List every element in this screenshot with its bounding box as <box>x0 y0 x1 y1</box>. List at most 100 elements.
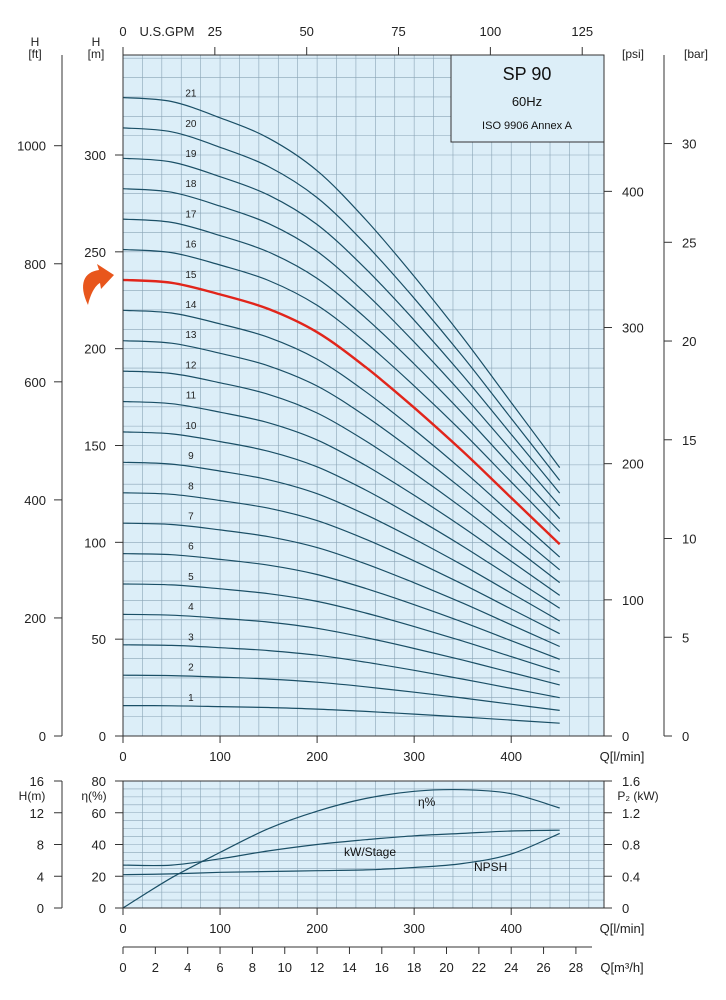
m-axis-tick-label: 250 <box>84 245 106 260</box>
stage-label-14: 14 <box>185 300 197 311</box>
head-curve-stage-11 <box>122 400 561 596</box>
head-curve-stage-2 <box>122 674 560 711</box>
stage-label-16: 16 <box>185 240 197 251</box>
power-axis-tick-label: 1.2 <box>622 806 640 821</box>
m3h-axis-tick-label: 10 <box>278 960 292 975</box>
bar-axis-tick-label: 30 <box>682 137 696 152</box>
m3h-axis-tick-label: 20 <box>439 960 453 975</box>
performance-curves <box>122 788 560 909</box>
m3h-axis-tick-label: 28 <box>569 960 583 975</box>
head-curve-stage-12 <box>122 370 561 584</box>
eff-axis-tick-label: 20 <box>92 869 106 884</box>
stage-label-4: 4 <box>188 602 194 613</box>
ft-axis-tick-label: 0 <box>39 729 46 744</box>
m-axis-tick-label: 0 <box>99 729 106 744</box>
stage-label-8: 8 <box>188 481 194 492</box>
top-x-axis-tick-label: 300 <box>403 749 425 764</box>
ft-axis-tick-label: 800 <box>24 257 46 272</box>
stage-label-20: 20 <box>185 119 197 130</box>
psi-axis-title: [psi] <box>622 47 644 61</box>
m3h-axis-tick-label: 8 <box>249 960 256 975</box>
legend-frequency: 60Hz <box>512 94 542 109</box>
m3h-axis-tick-label: 12 <box>310 960 324 975</box>
psi-axis-tick-label: 100 <box>622 593 644 608</box>
power-axis-tick-label: 0.8 <box>622 838 640 853</box>
ft-axis-tick-label: 1000 <box>17 139 46 154</box>
eff-axis-title: η(%) <box>81 789 106 803</box>
head-curve-stage-15 <box>122 278 561 546</box>
top-plot-background <box>122 54 605 737</box>
bar-axis-tick-label: 5 <box>682 630 689 645</box>
highlight-arrow-icon <box>83 264 114 305</box>
m3h-axis-tick-label: 6 <box>216 960 223 975</box>
power-axis-tick-label: 0.4 <box>622 869 640 884</box>
ft-axis-tick-label: 600 <box>24 375 46 390</box>
bar-axis-tick-label: 25 <box>682 235 696 250</box>
m-axis-tick-label: 300 <box>84 148 106 163</box>
npsh-curve-label: NPSH <box>474 860 507 874</box>
bottom-x-axis-tick-label: 200 <box>306 921 328 936</box>
m3h-axis-tick-label: 4 <box>184 960 191 975</box>
head-curve-stage-8 <box>122 492 560 635</box>
stage-label-13: 13 <box>185 330 197 341</box>
stage-label-5: 5 <box>188 572 194 583</box>
head-curves <box>122 96 561 724</box>
stage-label-10: 10 <box>185 421 197 432</box>
stage-label-19: 19 <box>185 149 197 160</box>
legend-box: SP 90 60Hz ISO 9906 Annex A <box>450 54 605 143</box>
head-curve-stage-9 <box>122 461 561 622</box>
head-curve-stage-4 <box>122 613 560 686</box>
power-axis-title: P₂ (kW) <box>617 789 658 803</box>
m3h-axis-tick-label: 0 <box>119 960 126 975</box>
power-curve-label: kW/Stage <box>344 845 396 859</box>
eff-axis-tick-label: 0 <box>99 901 106 916</box>
bottom-x-axis-tick-label: 300 <box>403 921 425 936</box>
npsh-axis-tick-label: 12 <box>30 806 44 821</box>
ft-axis-title-line1: H <box>31 35 40 49</box>
stage-label-6: 6 <box>188 542 194 553</box>
top-x-axis-title: Q[l/min] <box>600 749 645 764</box>
head-curve-stage-21 <box>122 96 561 468</box>
top-x-axis-tick-label: 200 <box>306 749 328 764</box>
eff-axis-tick-label: 60 <box>92 806 106 821</box>
bar-axis-title: [bar] <box>684 47 708 61</box>
power-axis-tick-label: 0 <box>622 901 629 916</box>
m3h-axis-tick-label: 14 <box>342 960 356 975</box>
stage-label-17: 17 <box>185 209 197 220</box>
stage-label-3: 3 <box>188 632 194 643</box>
m3h-axis-tick-label: 26 <box>536 960 550 975</box>
head-curve-stage-17 <box>122 218 561 520</box>
bottom-x-axis-tick-label: 0 <box>119 921 126 936</box>
bar-axis-tick-label: 10 <box>682 532 696 547</box>
m3h-axis-tick-label: 18 <box>407 960 421 975</box>
curve-npsh <box>122 832 560 876</box>
m3h-axis-tick-label: 16 <box>375 960 389 975</box>
stage-label-9: 9 <box>188 451 194 462</box>
bottom-x-axis-title: Q[l/min] <box>600 921 645 936</box>
gpm-axis-tick-label: 100 <box>480 24 502 39</box>
m3h-axis-title: Q[m³/h] <box>600 960 643 975</box>
head-curve-stage-7 <box>122 522 560 648</box>
bar-axis-tick-label: 0 <box>682 729 689 744</box>
npsh-axis-tick-label: 0 <box>37 901 44 916</box>
m3h-axis-tick-label: 22 <box>472 960 486 975</box>
m-axis-tick-label: 150 <box>84 439 106 454</box>
head-curve-stage-19 <box>122 157 561 494</box>
top-x-axis-tick-label: 100 <box>209 749 231 764</box>
bar-axis-tick-label: 20 <box>682 334 696 349</box>
m-axis-tick-label: 100 <box>84 535 106 550</box>
head-curve-stage-20 <box>122 127 561 481</box>
head-curve-stage-16 <box>122 248 561 532</box>
top-x-axis-tick-label: 400 <box>500 749 522 764</box>
top-x-axis-tick-label: 0 <box>119 749 126 764</box>
npsh-axis-tick-label: 16 <box>30 774 44 789</box>
curve- <box>122 788 560 909</box>
eff-axis-tick-label: 80 <box>92 774 106 789</box>
bottom-chart: η% kW/Stage NPSH H(m) η(%) P₂ (kW) Q[l/m… <box>19 774 659 975</box>
head-curve-stage-13 <box>122 340 561 571</box>
stage-label-12: 12 <box>185 360 197 371</box>
